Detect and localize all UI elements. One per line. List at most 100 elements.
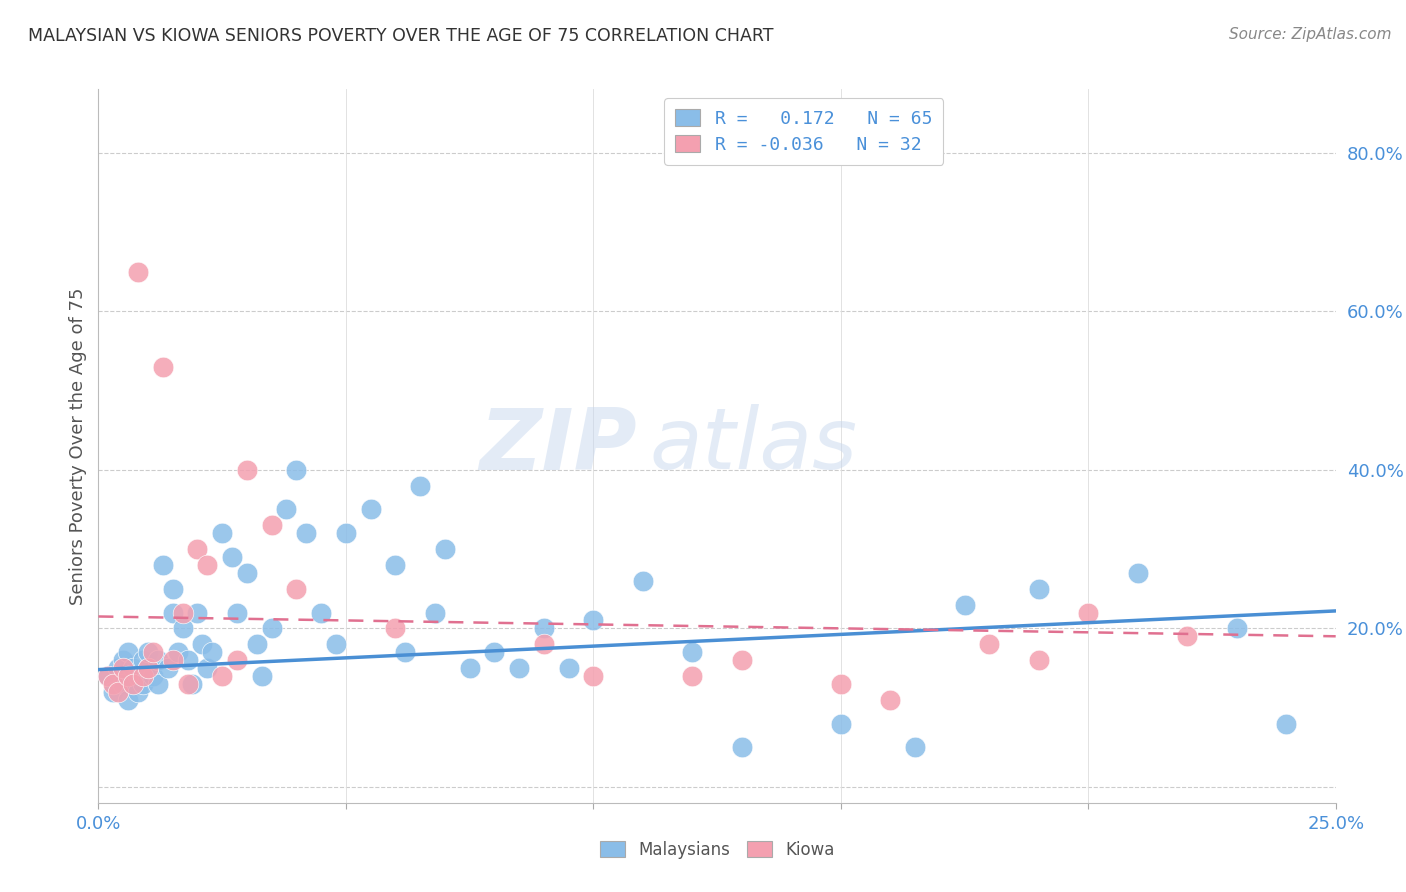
Point: [226, 606, 249, 620]
Point: [112, 677, 135, 691]
Point: [132, 669, 155, 683]
Point: [731, 740, 754, 755]
Y-axis label: Seniors Poverty Over the Age of 75: Seniors Poverty Over the Age of 75: [69, 287, 87, 605]
Point: [152, 359, 174, 374]
Point: [1028, 582, 1050, 596]
Point: [176, 653, 198, 667]
Point: [186, 542, 208, 557]
Point: [979, 637, 1001, 651]
Point: [360, 502, 382, 516]
Point: [103, 685, 125, 699]
Point: [1126, 566, 1149, 580]
Point: [122, 677, 145, 691]
Point: [236, 463, 259, 477]
Point: [533, 621, 555, 635]
Point: [211, 669, 233, 683]
Point: [260, 621, 283, 635]
Point: [103, 677, 125, 691]
Point: [285, 582, 308, 596]
Point: [508, 661, 530, 675]
Point: [953, 598, 976, 612]
Point: [458, 661, 481, 675]
Point: [394, 645, 416, 659]
Point: [112, 653, 135, 667]
Point: [122, 677, 145, 691]
Point: [904, 740, 927, 755]
Text: MALAYSIAN VS KIOWA SENIORS POVERTY OVER THE AGE OF 75 CORRELATION CHART: MALAYSIAN VS KIOWA SENIORS POVERTY OVER …: [28, 27, 773, 45]
Point: [127, 685, 149, 699]
Point: [309, 606, 332, 620]
Point: [533, 637, 555, 651]
Point: [1077, 606, 1099, 620]
Point: [195, 661, 218, 675]
Point: [172, 621, 194, 635]
Text: Source: ZipAtlas.com: Source: ZipAtlas.com: [1229, 27, 1392, 42]
Point: [879, 692, 901, 706]
Legend: Malaysians, Kiowa: Malaysians, Kiowa: [593, 835, 841, 866]
Text: atlas: atlas: [650, 404, 858, 488]
Point: [250, 669, 273, 683]
Point: [830, 716, 852, 731]
Point: [142, 669, 165, 683]
Point: [112, 661, 135, 675]
Point: [142, 645, 165, 659]
Point: [127, 669, 149, 683]
Point: [409, 478, 432, 492]
Point: [122, 661, 145, 675]
Point: [186, 606, 208, 620]
Point: [132, 677, 155, 691]
Point: [236, 566, 259, 580]
Point: [681, 669, 703, 683]
Point: [97, 669, 120, 683]
Point: [423, 606, 446, 620]
Point: [146, 653, 169, 667]
Point: [582, 614, 605, 628]
Point: [1175, 629, 1198, 643]
Point: [631, 574, 654, 588]
Point: [335, 526, 357, 541]
Point: [136, 661, 159, 675]
Point: [221, 549, 243, 564]
Point: [195, 558, 218, 572]
Text: ZIP: ZIP: [479, 404, 637, 488]
Point: [1275, 716, 1298, 731]
Point: [226, 653, 249, 667]
Point: [162, 582, 184, 596]
Point: [117, 692, 139, 706]
Point: [325, 637, 347, 651]
Point: [211, 526, 233, 541]
Point: [201, 645, 224, 659]
Point: [172, 606, 194, 620]
Point: [246, 637, 269, 651]
Point: [484, 645, 506, 659]
Point: [166, 645, 188, 659]
Point: [152, 558, 174, 572]
Point: [557, 661, 579, 675]
Point: [107, 661, 129, 675]
Point: [295, 526, 318, 541]
Point: [830, 677, 852, 691]
Point: [276, 502, 298, 516]
Point: [433, 542, 456, 557]
Point: [156, 661, 179, 675]
Point: [136, 661, 159, 675]
Point: [127, 264, 149, 278]
Point: [384, 558, 406, 572]
Point: [582, 669, 605, 683]
Point: [191, 637, 214, 651]
Point: [1028, 653, 1050, 667]
Point: [146, 677, 169, 691]
Point: [1226, 621, 1249, 635]
Point: [132, 653, 155, 667]
Point: [181, 677, 204, 691]
Point: [384, 621, 406, 635]
Point: [681, 645, 703, 659]
Point: [136, 645, 159, 659]
Point: [260, 518, 283, 533]
Point: [162, 606, 184, 620]
Point: [117, 645, 139, 659]
Point: [107, 685, 129, 699]
Point: [176, 677, 198, 691]
Point: [117, 669, 139, 683]
Point: [162, 653, 184, 667]
